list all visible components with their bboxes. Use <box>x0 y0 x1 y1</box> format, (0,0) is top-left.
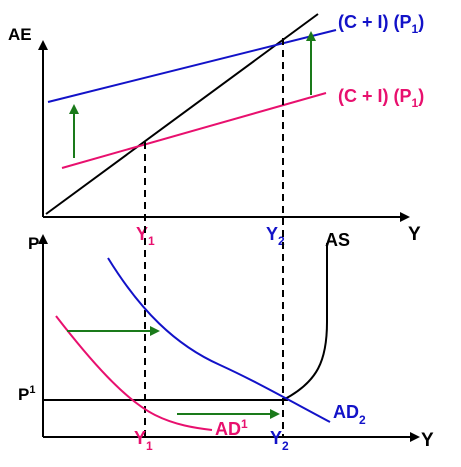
pink-ae-line <box>61 92 327 169</box>
blue-ae-line <box>47 29 337 103</box>
bottom-y1-tick: Y1 <box>134 428 153 453</box>
forty-five-degree-line <box>45 13 319 215</box>
bottom-y2-tick: Y2 <box>270 428 289 453</box>
bottom-x-axis-label: Y <box>421 430 434 451</box>
as-label: AS <box>325 230 350 250</box>
top-y2-tick: Y2 <box>266 224 285 248</box>
pink-line-label: (C + I) (P1) <box>338 86 424 110</box>
as-curve <box>282 243 328 401</box>
ad2-curve <box>107 257 331 423</box>
top-y-axis-label: AE <box>8 25 32 44</box>
ad2-label: AD2 <box>333 402 366 427</box>
ad1-label: AD1 <box>215 417 248 439</box>
top-panel: AE Y (C + I) (P1) (C + I) (P1) Y1 Y2 <box>8 12 424 248</box>
top-x-axis-label: Y <box>408 224 421 245</box>
bottom-y-axis-label: P <box>28 234 39 253</box>
ad1-curve <box>55 315 213 431</box>
p1-label: P1 <box>18 384 35 404</box>
bottom-panel: P Y P1 AS AD1 AD2 Y1 Y2 <box>18 230 434 453</box>
blue-line-label: (C + I) (P1) <box>338 12 424 36</box>
